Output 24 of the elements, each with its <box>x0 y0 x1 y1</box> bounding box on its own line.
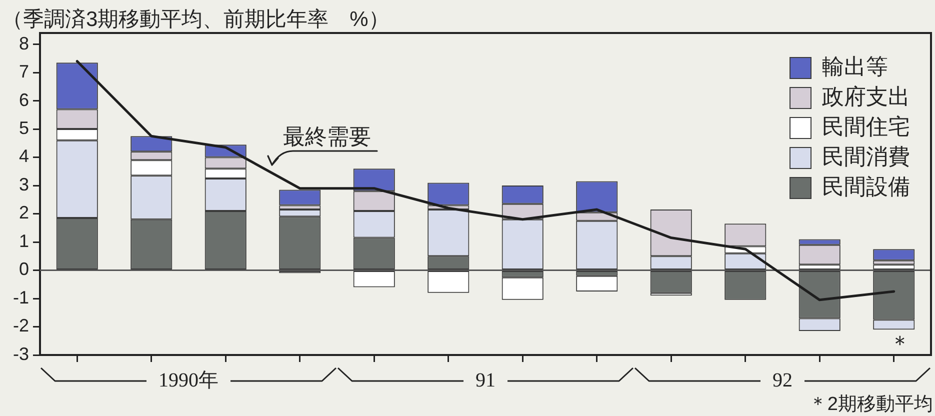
y-tick-label: 5 <box>18 118 29 138</box>
y-tick-label: -2 <box>12 316 29 336</box>
y-axis-title: （季調済3期移動平均、前期比年率 %） <box>2 8 390 31</box>
y-tick-label: 8 <box>18 33 29 54</box>
legend-label: 政府支出 <box>822 84 910 110</box>
legend-label: 民間消費 <box>822 144 910 170</box>
y-tick-label: 7 <box>18 62 29 82</box>
series-label: 最終需要 <box>282 124 371 150</box>
legend-label: 民間住宅 <box>822 114 910 140</box>
y-tick-label: -1 <box>12 287 29 308</box>
y-tick-label: 0 <box>18 259 29 280</box>
text: ＊2期移動平均 <box>808 394 933 416</box>
y-tick-label: 4 <box>18 146 29 166</box>
y-tick-label: -3 <box>12 344 29 364</box>
y-tick-label: 3 <box>18 174 29 194</box>
text: 92 <box>772 369 792 392</box>
legend-label: 民間設備 <box>822 174 910 200</box>
legend-label: 輸出等 <box>822 54 888 80</box>
annotation: ＊ <box>888 330 911 356</box>
y-tick-label: 6 <box>18 90 29 110</box>
text: 1990年 <box>158 369 218 392</box>
y-tick-label: 1 <box>18 230 29 251</box>
y-tick-label: 2 <box>18 202 29 223</box>
text: 91 <box>476 369 496 392</box>
